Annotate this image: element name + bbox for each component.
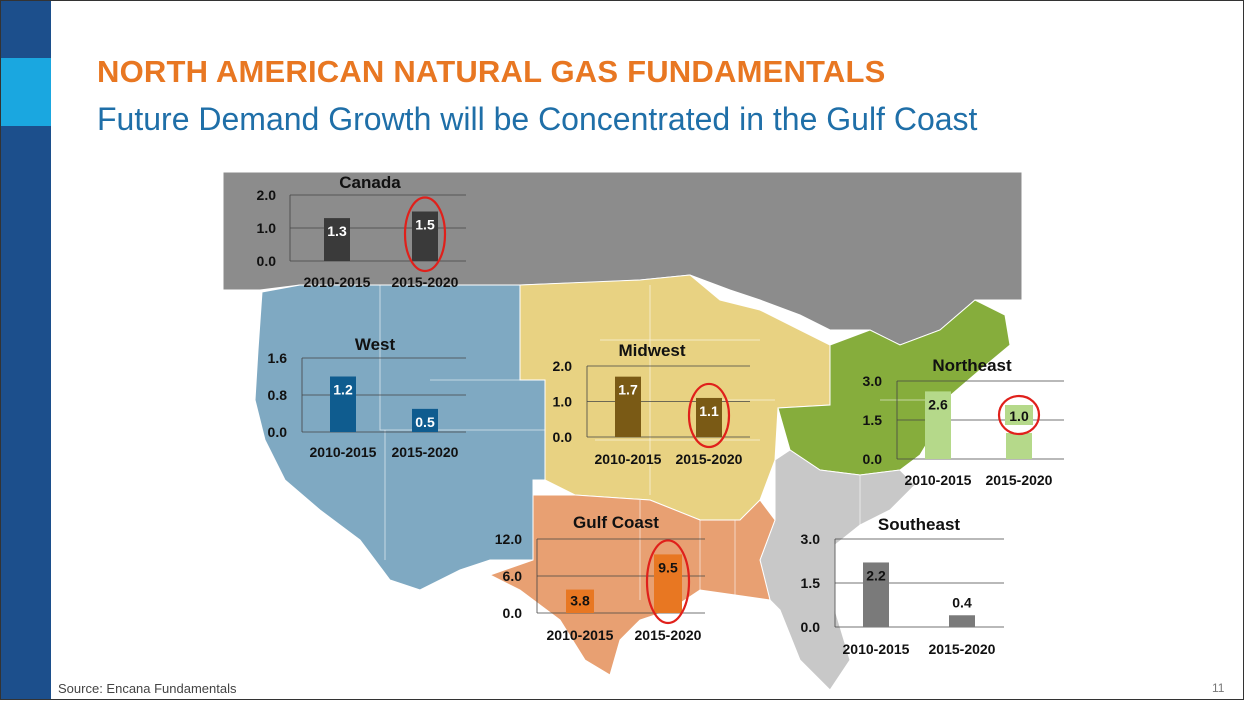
y-tick-label: 0.0 [863,451,883,467]
bar-2010-2015 [615,376,641,437]
x-tick-label: 2010-2015 [310,444,377,460]
y-tick-label: 3.0 [863,373,883,389]
x-tick-label: 2010-2015 [595,451,662,467]
y-tick-label: 1.0 [553,394,573,410]
chart-title: Midwest [618,341,685,360]
x-tick-label: 2010-2015 [304,274,371,290]
highlight-circle [687,382,731,449]
chart-title: Northeast [932,356,1012,375]
data-label: 1.7 [618,382,638,398]
data-label: 1.0 [1009,408,1029,424]
y-tick-label: 6.0 [503,568,523,584]
chart-gulf-coast: 0.0 6.0 12.0 Gulf Coast 3.8 2010-2015 9.5 2015-… [495,513,705,643]
bar-2015-2020 [949,615,975,627]
bar-2015-2020 [1006,433,1032,459]
y-tick-label: 2.0 [257,187,277,203]
bar-2015-2020 [412,211,438,261]
x-tick-label: 2015-2020 [929,641,996,657]
slide-subtitle: Future Demand Growth will be Concentrate… [97,101,978,137]
y-tick-label: 1.6 [268,350,288,366]
bar-2015-2020 [654,554,682,613]
y-tick-label: 0.0 [503,605,523,621]
chart-title: Southeast [878,515,961,534]
bar-2010-2015 [925,391,951,459]
x-tick-label: 2015-2020 [392,274,459,290]
chart-midwest: 0.0 1.0 2.0 Midwest 1.7 2010-2015 1.1 2015-2020 [553,341,750,467]
bar-2015-2020 [696,397,722,437]
page-number: 11 [1212,681,1225,695]
highlight-circle [645,539,691,625]
y-tick-label: 0.0 [268,424,288,440]
y-tick-label: 3.0 [801,531,821,547]
y-tick-label: 2.0 [553,358,573,374]
chart-title: Gulf Coast [573,513,659,532]
data-label: 1.1 [699,403,719,419]
chart-canada: 0.0 1.0 2.0 Canada 1.3 2010-2015 1.5 2015-2020 [257,173,466,290]
x-tick-label: 2010-2015 [843,641,910,657]
x-tick-label: 2015-2020 [986,472,1053,488]
data-label: 1.2 [333,382,353,398]
data-label: 2.6 [928,396,948,412]
x-tick-label: 2010-2015 [547,627,614,643]
data-label-background [1005,405,1033,425]
region-borders [379,285,930,600]
data-label: 1.3 [327,223,347,239]
y-tick-label: 1.5 [801,575,821,591]
data-label: 0.4 [952,594,972,610]
x-tick-label: 2015-2020 [392,444,459,460]
x-tick-label: 2015-2020 [676,451,743,467]
data-label: 9.5 [658,559,678,575]
source-note: Source: Encana Fundamentals [58,681,237,696]
bar-2010-2015 [566,589,594,613]
x-tick-label: 2015-2020 [635,627,702,643]
sidebar-accent [1,58,51,126]
y-tick-label: 0.0 [257,253,277,269]
bar-2010-2015 [324,218,350,261]
slide-title: NORTH AMERICAN NATURAL GAS FUNDAMENTALS [97,54,886,89]
chart-title: Canada [339,173,401,192]
chart-southeast: 0.0 1.5 3.0 Southeast 2.2 2010-2015 0.4 2015-20… [801,515,1004,657]
y-tick-label: 0.8 [268,387,288,403]
highlight-circle [997,394,1041,436]
x-tick-label: 2010-2015 [905,472,972,488]
bar-2015-2020 [412,408,438,432]
y-tick-label: 0.0 [801,619,821,635]
bar-2010-2015 [863,562,889,627]
y-tick-label: 1.5 [863,412,883,428]
bar-2010-2015 [330,376,356,432]
data-label: 1.5 [415,217,435,233]
y-tick-label: 0.0 [553,429,573,445]
data-label: 2.2 [866,567,886,583]
chart-title: West [355,335,396,354]
highlight-circle [403,196,447,273]
data-label: 0.5 [415,414,435,430]
y-tick-label: 1.0 [257,220,277,236]
y-tick-label: 12.0 [495,531,522,547]
data-label: 3.8 [570,593,590,609]
chart-west: 0.0 0.8 1.6 West 1.2 2010-2015 0.5 2015-2020 [268,335,466,460]
chart-northeast: 0.0 1.5 3.0 Northeast 2.6 2010-2015 1.0 2015-20… [863,356,1064,488]
